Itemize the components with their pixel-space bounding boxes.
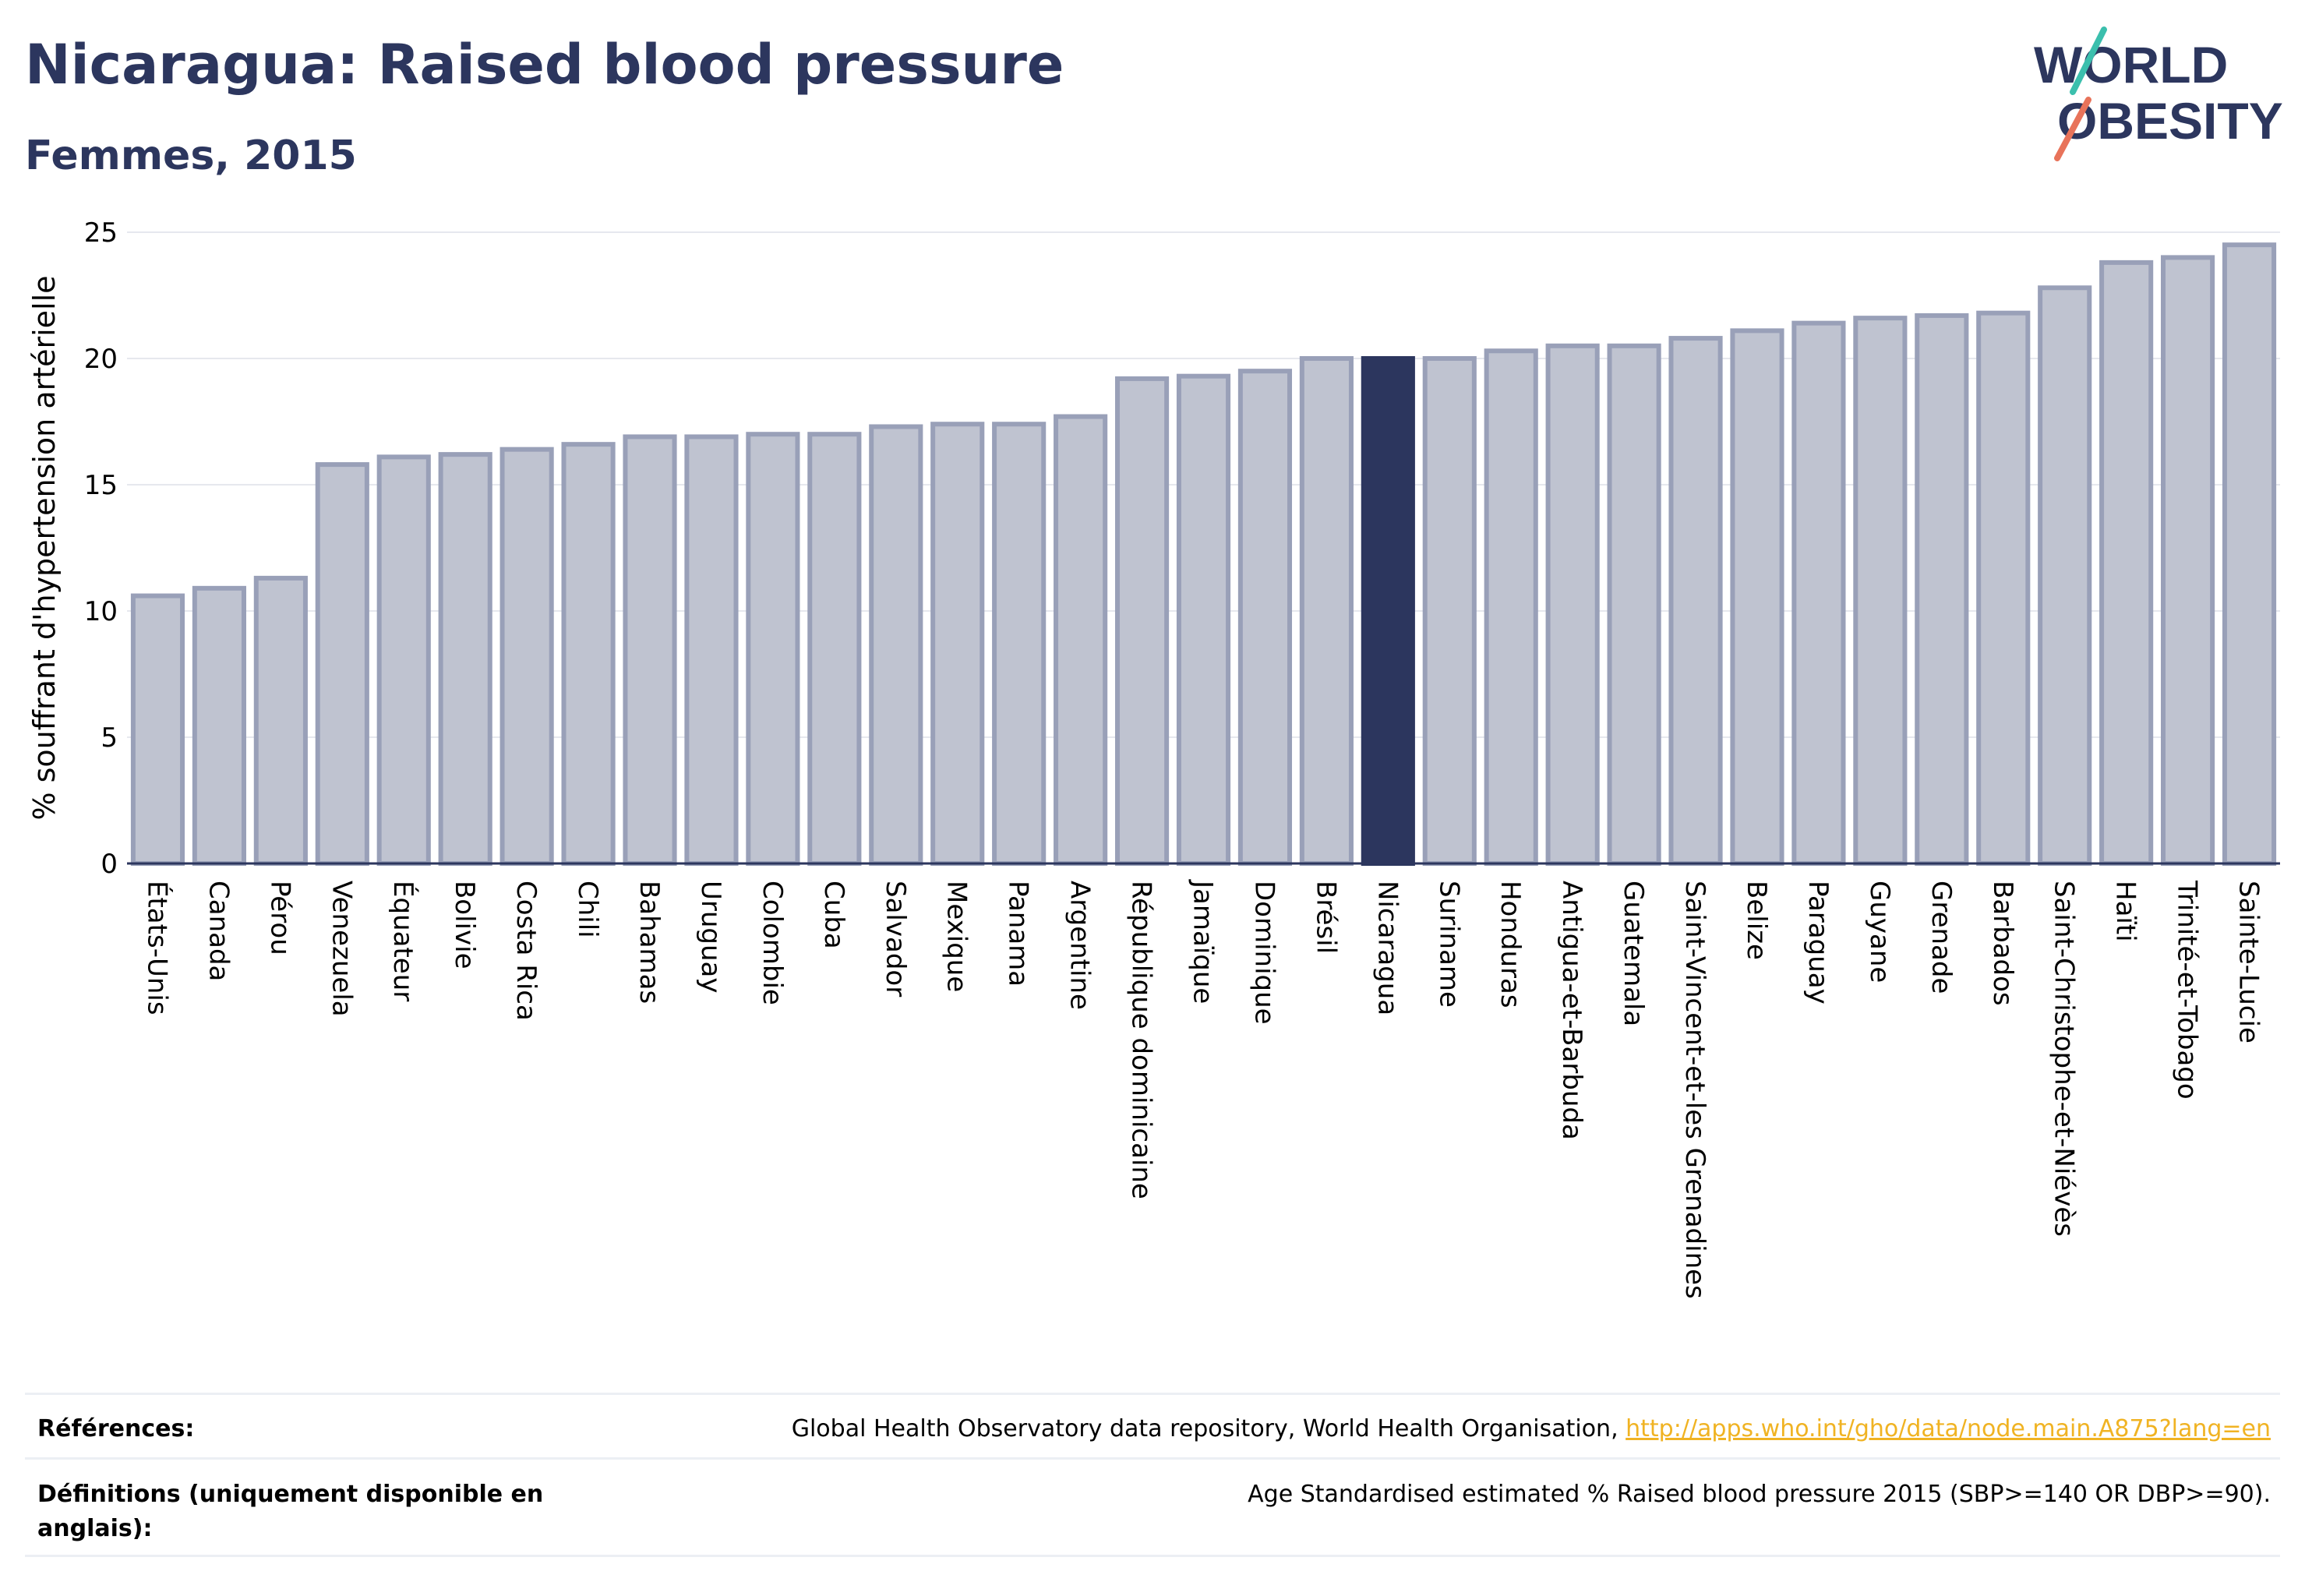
definitions-label-line1: Définitions (uniquement disponible en (37, 1481, 544, 1508)
y-tick-label: 25 (84, 217, 118, 249)
bar (1484, 348, 1538, 866)
bar (746, 432, 800, 866)
x-tick-label: Grenade (1926, 881, 1957, 994)
x-tick-label: Colombie (757, 881, 788, 1005)
bar (1114, 376, 1170, 867)
y-tick-label: 15 (84, 470, 118, 501)
x-tick-label: Haïti (2110, 881, 2141, 942)
svg-text:OBESITY: OBESITY (2057, 92, 2283, 150)
bar (1853, 316, 1908, 867)
x-tick-label: Panama (1003, 881, 1034, 987)
x-axis-labels: États-Unis Canada Pérou Venezuela Équateur Bo… (141, 879, 2264, 1299)
bar (807, 432, 862, 866)
x-tick-label: République dominicaine (1126, 881, 1157, 1199)
x-tick-label: Sainte-Lucie (2233, 881, 2264, 1043)
bar (1730, 328, 1784, 866)
bar (869, 424, 923, 866)
bar-chart: 0 5 10 15 20 25 États-Unis Canada Pérou Venezuel… (27, 217, 2280, 1299)
y-tick-label: 20 (84, 344, 118, 375)
bar (561, 442, 616, 866)
y-tick-label: 0 (101, 849, 118, 880)
y-tick-label: 5 (101, 722, 118, 754)
chart-subtitle: Femmes, 2015 (25, 132, 357, 179)
x-tick-label: Salvador (880, 881, 911, 997)
x-tick-label: Argentine (1064, 881, 1096, 1010)
footer-divider (25, 1555, 2280, 1557)
x-tick-label: États-Unis (141, 881, 173, 1015)
x-tick-label: Saint-Christophe-et-Niévès (2049, 881, 2080, 1237)
x-tick-label: Trinité-et-Tobago (2172, 880, 2203, 1100)
bar (623, 434, 677, 866)
bar (130, 593, 185, 866)
x-tick-label: Jamaïque (1188, 879, 1219, 1004)
references-label: Références: (37, 1415, 195, 1442)
y-tick-label: 10 (84, 596, 118, 627)
x-tick-label: Cuba (818, 881, 849, 949)
x-tick-label: Nicaragua (1371, 881, 1403, 1015)
x-tick-label: Belize (1741, 881, 1772, 960)
references-value: Global Health Observatory data repositor… (792, 1412, 2271, 1446)
bar (2222, 242, 2277, 866)
x-tick-label: Suriname (1433, 881, 1464, 1008)
bar-highlight (1361, 356, 1415, 866)
x-tick-label: Chili (572, 881, 603, 938)
x-tick-label: Venezuela (326, 881, 357, 1017)
x-tick-label: Pérou (264, 881, 295, 955)
bar (438, 452, 492, 866)
x-tick-label: Bolivie (449, 881, 480, 969)
references-text: Global Health Observatory data repositor… (791, 1415, 1626, 1442)
bar (1668, 336, 1723, 866)
bar (2161, 255, 2215, 866)
x-tick-label: Uruguay (695, 881, 726, 994)
y-axis-label: % souffrant d'hypertension artérielle (27, 275, 62, 820)
bar (1791, 320, 1846, 866)
bar (1054, 414, 1108, 866)
bar (1976, 310, 2031, 866)
bar (992, 422, 1047, 866)
x-tick-label: Antigua-et-Barbuda (1556, 881, 1587, 1140)
bar (253, 575, 308, 866)
definitions-label: Définitions (uniquement disponible en ang… (37, 1478, 543, 1546)
x-tick-label: Mexique (941, 881, 972, 992)
definitions-value: Age Standardised estimated % Raised bloo… (1248, 1481, 2271, 1508)
bar (1915, 312, 1969, 867)
world-obesity-logo: WORLD OBESITY (2034, 26, 2283, 161)
bar (1176, 373, 1231, 866)
x-tick-label: Équateur (387, 881, 419, 1001)
x-tick-label: Honduras (1495, 881, 1526, 1008)
bars (130, 242, 2277, 867)
bar (930, 422, 985, 866)
bar (1545, 343, 1600, 866)
x-tick-label: Guyane (1864, 881, 1895, 983)
footer-divider (25, 1457, 2280, 1460)
x-tick-label: Barbados (1987, 881, 2018, 1006)
bar (1422, 356, 1477, 866)
x-tick-label: Bahamas (634, 881, 665, 1004)
x-tick-label: Costa Rica (510, 881, 542, 1021)
bar (192, 585, 246, 867)
footer-divider (25, 1393, 2280, 1395)
svg-text:WORLD: WORLD (2034, 36, 2228, 94)
bar (684, 434, 739, 866)
bar (1237, 369, 1293, 866)
bar (499, 447, 554, 866)
y-axis-ticks: 0 5 10 15 20 25 (84, 217, 118, 880)
bar (1299, 356, 1354, 866)
x-tick-label: Saint-Vincent-et-les Grenadines (1679, 881, 1710, 1299)
bar (376, 454, 431, 866)
x-tick-label: Canada (203, 881, 234, 981)
bar (1607, 343, 1661, 866)
chart-title: Nicaragua: Raised blood pressure (25, 33, 1064, 97)
bar (2099, 260, 2154, 866)
x-tick-label: Paraguay (1802, 881, 1834, 1005)
definitions-label-line2: anglais): (37, 1515, 153, 1542)
references-link[interactable]: http://apps.who.int/gho/data/node.main.A… (1626, 1415, 2271, 1442)
x-tick-label: Brésil (1310, 881, 1341, 954)
x-tick-label: Dominique (1248, 881, 1280, 1025)
bar (315, 462, 369, 867)
bar (2038, 285, 2092, 866)
x-tick-label: Guatemala (1618, 881, 1649, 1026)
